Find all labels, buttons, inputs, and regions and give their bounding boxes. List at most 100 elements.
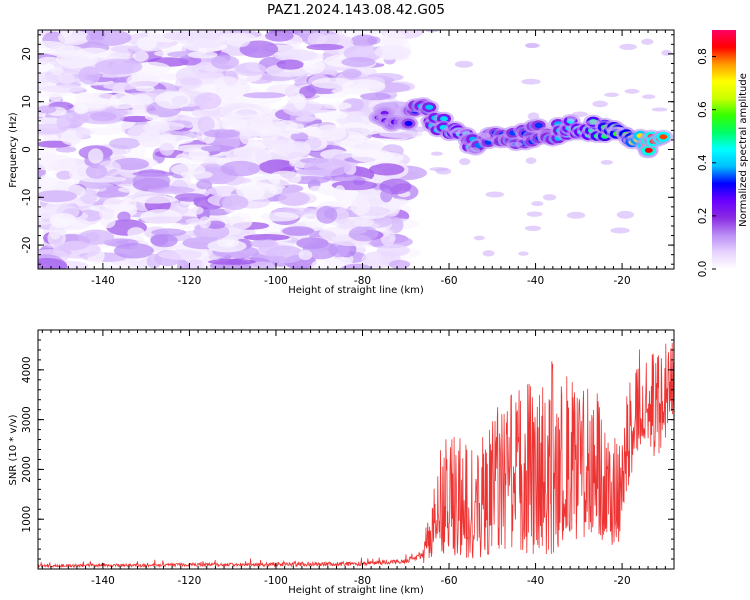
heatmap-cell xyxy=(526,211,543,217)
heatmap-cell xyxy=(534,122,543,128)
heatmap-cell xyxy=(303,158,352,177)
heatmap-cell xyxy=(180,77,202,86)
heatmap-cell xyxy=(276,59,304,70)
colorbar-bar xyxy=(712,30,736,269)
heatmap-cell xyxy=(55,146,77,153)
heatmap-cell xyxy=(200,145,236,153)
heatmap-cell xyxy=(282,226,315,236)
heatmap-cell xyxy=(198,216,211,229)
heatmap-cell xyxy=(316,205,338,224)
heatmap-cell xyxy=(146,253,162,269)
heatmap-cell xyxy=(127,227,145,239)
heatmap-cell xyxy=(133,61,171,76)
heatmap-cell xyxy=(211,55,240,70)
heatmap-cell xyxy=(213,76,240,90)
heatmap-cell xyxy=(293,93,307,110)
heatmap-cell xyxy=(527,112,540,121)
heatmap-cell xyxy=(267,170,302,186)
heatmap-cell xyxy=(651,107,668,112)
heatmap-cell xyxy=(151,228,187,237)
heatmap-cell xyxy=(38,154,77,172)
heatmap-cell xyxy=(571,111,588,118)
heatmap-cell xyxy=(196,179,213,190)
heatmap-cell xyxy=(485,191,505,198)
heatmap-cell xyxy=(425,104,434,110)
heatmap-cell xyxy=(482,250,495,257)
heatmap-cell xyxy=(103,196,137,212)
colorbar-tick-label: 0.8 xyxy=(697,48,709,65)
heatmap-cell xyxy=(342,68,362,79)
x-tick-label: -100 xyxy=(264,575,288,587)
colorbar: 0.0 0.2 0.4 0.6 0.8 Normalized spectral ampl… xyxy=(697,30,749,277)
heatmap-cell xyxy=(85,30,132,46)
heatmap-cell xyxy=(109,137,141,150)
heatmap-cell xyxy=(429,167,449,172)
heatmap-cell xyxy=(159,142,175,156)
heatmap-cell xyxy=(110,45,144,53)
heatmap-cell xyxy=(659,134,668,140)
heatmap-cell xyxy=(239,40,279,58)
heatmap-cell xyxy=(454,60,474,68)
heatmap-cell xyxy=(56,113,72,131)
heatmap-cell xyxy=(440,116,448,122)
snr-y-axis: 1000 2000 3000 4000 xyxy=(21,329,674,570)
y-tick-label: 20 xyxy=(21,47,33,60)
heatmap-cell xyxy=(592,100,608,108)
heatmap-cell xyxy=(606,126,625,132)
heatmap-cell xyxy=(38,258,68,269)
x-tick-label: -140 xyxy=(91,575,115,587)
snr-x-label: Height of straight line (km) xyxy=(288,585,424,596)
heatmap-cell xyxy=(369,163,405,176)
heatmap-cell xyxy=(259,159,295,175)
heatmap-cell xyxy=(524,225,542,231)
heatmap-cell xyxy=(616,210,635,219)
x-tick-label: -80 xyxy=(354,575,371,587)
heatmap-cell xyxy=(99,208,115,220)
heatmap-cell xyxy=(117,211,131,223)
heatmap-cell xyxy=(140,209,183,225)
heatmap-cell xyxy=(38,190,77,203)
x-tick-label: -80 xyxy=(354,275,371,287)
spectrogram-x-label: Height of straight line (km) xyxy=(288,285,424,296)
heatmap-cell xyxy=(531,201,544,207)
x-tick-label: -120 xyxy=(178,575,202,587)
x-tick-label: -40 xyxy=(527,275,544,287)
heatmap-cell xyxy=(273,49,318,62)
heatmap-cell xyxy=(259,212,299,222)
x-tick-label: -40 xyxy=(527,575,544,587)
heatmap-cell xyxy=(479,132,491,139)
heatmap-cell xyxy=(473,235,485,241)
heatmap-cell xyxy=(348,226,379,242)
colorbar-tick-label: 0.6 xyxy=(697,101,709,118)
heatmap-cell xyxy=(42,84,85,93)
heatmap-cell xyxy=(258,239,280,254)
heatmap-cell xyxy=(350,34,378,47)
heatmap-cell xyxy=(190,157,231,164)
heatmap-cell xyxy=(234,62,266,77)
y-tick-label: 10 xyxy=(21,95,33,108)
y-tick-label: 3000 xyxy=(21,406,33,433)
heatmap-cell xyxy=(380,188,393,203)
heatmap-cell xyxy=(78,66,101,85)
heatmap-cell xyxy=(380,31,407,49)
heatmap-cell xyxy=(229,114,273,132)
y-tick-label: -10 xyxy=(21,189,33,206)
heatmap-cell xyxy=(525,42,539,49)
heatmap-cell xyxy=(132,50,149,62)
heatmap-cell xyxy=(353,218,374,227)
heatmap-cell xyxy=(661,49,672,56)
heatmap-cell xyxy=(619,43,637,51)
heatmap-cell xyxy=(221,195,249,211)
figure-title: PAZ1.2024.143.08.42.G05 xyxy=(267,2,445,18)
heatmap-cell xyxy=(521,78,541,85)
heatmap-cell xyxy=(176,259,189,269)
heatmap-cell xyxy=(225,146,273,165)
heatmap-cell xyxy=(331,87,371,95)
heatmap-cell xyxy=(265,30,294,42)
heatmap-cell xyxy=(191,109,206,117)
x-tick-label: -140 xyxy=(91,275,115,287)
heatmap-cell xyxy=(77,110,125,125)
heatmap-cell xyxy=(430,151,443,156)
heatmap-cell xyxy=(135,85,155,92)
heatmap-cell xyxy=(287,121,305,134)
